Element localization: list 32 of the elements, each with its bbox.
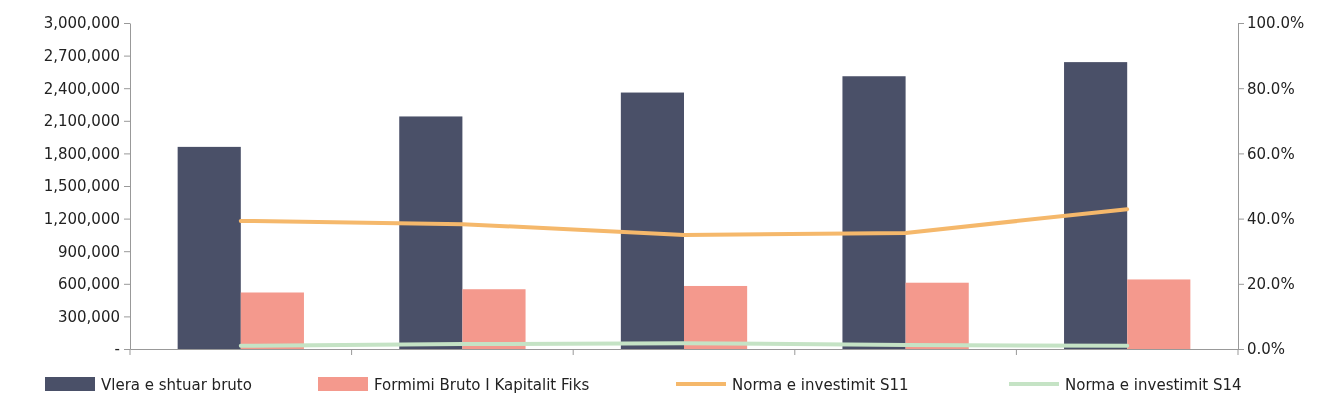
y-tick-label: 2,700,000 bbox=[43, 46, 120, 65]
y2-tick-label: 100.0% bbox=[1247, 14, 1305, 33]
bar bbox=[1064, 62, 1128, 349]
bar bbox=[842, 76, 906, 349]
y-tick-label: 3,000,000 bbox=[43, 14, 120, 33]
bar bbox=[684, 285, 748, 349]
y-tick-label: 2,100,000 bbox=[43, 112, 120, 131]
y-tick-label: 900,000 bbox=[57, 242, 120, 261]
bar bbox=[399, 116, 463, 349]
line-series bbox=[238, 207, 1130, 237]
bar bbox=[905, 282, 969, 349]
legend-label: Norma e investimit S14 bbox=[1065, 376, 1242, 394]
y-tick-label: - bbox=[114, 340, 120, 359]
y2-tick-label: 60.0% bbox=[1247, 144, 1295, 163]
y2-tick-label: 40.0% bbox=[1247, 209, 1295, 228]
bar bbox=[1127, 279, 1191, 349]
y-tick-label: 2,400,000 bbox=[43, 79, 120, 98]
bar bbox=[177, 146, 241, 349]
y-tick-label: 600,000 bbox=[57, 275, 120, 294]
legend-label: Norma e investimit S11 bbox=[732, 376, 909, 394]
bar bbox=[620, 92, 684, 349]
bar bbox=[462, 289, 526, 349]
y-tick-label: 1,800,000 bbox=[43, 144, 120, 163]
y2-tick-label: 0.0% bbox=[1247, 340, 1286, 359]
bar bbox=[240, 292, 304, 349]
legend-label: Vlera e shtuar bruto bbox=[101, 376, 252, 394]
y-tick-label: 300,000 bbox=[57, 307, 120, 326]
y2-tick-label: 20.0% bbox=[1247, 275, 1295, 294]
y-tick-label: 1,200,000 bbox=[43, 209, 120, 228]
legend-label: Formimi Bruto I Kapitalit Fiks bbox=[374, 376, 590, 394]
y-tick-label: 1,500,000 bbox=[43, 177, 120, 196]
y2-tick-label: 80.0% bbox=[1247, 79, 1295, 98]
